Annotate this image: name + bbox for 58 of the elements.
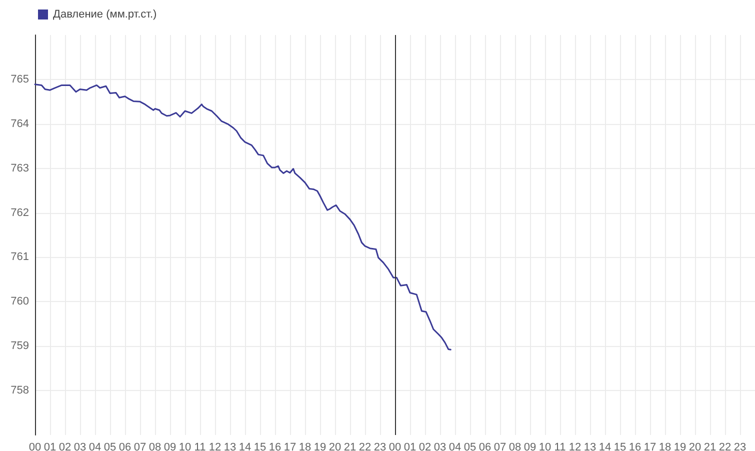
x-tick-label: 07 [134, 442, 146, 451]
x-tick-label: 18 [658, 442, 672, 451]
x-tick-label: 22 [358, 442, 372, 451]
x-tick-label: 02 [418, 442, 432, 451]
y-tick-label: 759 [10, 340, 29, 352]
y-tick-label: 760 [10, 296, 29, 308]
x-tick-label: 14 [598, 442, 612, 451]
x-tick-label: 13 [224, 442, 236, 451]
x-tick-label: 18 [298, 442, 312, 451]
line-series [34, 84, 452, 350]
x-tick-label: 09 [164, 442, 176, 451]
x-tick-label: 16 [268, 442, 282, 451]
x-tick-label: 04 [448, 442, 462, 451]
x-tick-label: 15 [614, 442, 626, 451]
x-tick-label: 10 [178, 442, 192, 451]
x-tick-label: 14 [238, 442, 252, 451]
x-tick-label: 08 [508, 442, 522, 451]
x-tick-label: 11 [194, 442, 206, 451]
x-tick-label: 01 [44, 442, 56, 451]
x-tick-label: 21 [704, 442, 716, 451]
x-tick-label: 10 [538, 442, 552, 451]
y-tick-label: 762 [10, 206, 29, 219]
x-tick-label: 00 [28, 442, 42, 451]
x-tick-label: 19 [674, 442, 686, 451]
x-tick-label: 06 [118, 442, 132, 451]
x-tick-label: 06 [478, 442, 492, 451]
y-tick-label: 763 [10, 162, 29, 174]
y-tick-label: 764 [10, 118, 29, 130]
x-tick-label: 12 [208, 442, 222, 451]
x-tick-label: 13 [584, 442, 596, 451]
y-tick-label: 758 [10, 384, 29, 397]
x-tick-label: 19 [314, 442, 326, 451]
x-tick-label: 03 [434, 442, 446, 451]
x-tick-label: 08 [148, 442, 162, 451]
x-tick-label: 20 [328, 442, 342, 451]
legend-label: Давление (мм.рт.ст.) [53, 8, 157, 20]
x-tick-label: 02 [58, 442, 72, 451]
x-tick-label: 12 [568, 442, 582, 451]
x-tick-label: 20 [688, 442, 702, 451]
x-tick-label: 01 [404, 442, 416, 451]
x-tick-label: 00 [388, 442, 402, 451]
x-tick-label: 17 [644, 442, 656, 451]
x-tick-label: 03 [74, 442, 86, 451]
x-tick-label: 04 [88, 442, 102, 451]
x-tick-label: 17 [284, 442, 296, 451]
x-tick-label: 11 [554, 442, 566, 451]
x-tick-label: 05 [464, 442, 476, 451]
x-tick-label: 15 [254, 442, 266, 451]
x-tick-label: 21 [344, 442, 356, 451]
x-tick-label: 23 [734, 442, 746, 451]
x-tick-label: 16 [628, 442, 642, 451]
x-tick-label: 22 [718, 442, 732, 451]
x-tick-label: 09 [524, 442, 536, 451]
x-tick-label: 23 [374, 442, 386, 451]
y-tick-label: 761 [10, 251, 29, 264]
x-tick-label: 05 [104, 442, 116, 451]
x-tick-label: 07 [494, 442, 506, 451]
y-tick-label: 765 [10, 73, 29, 86]
